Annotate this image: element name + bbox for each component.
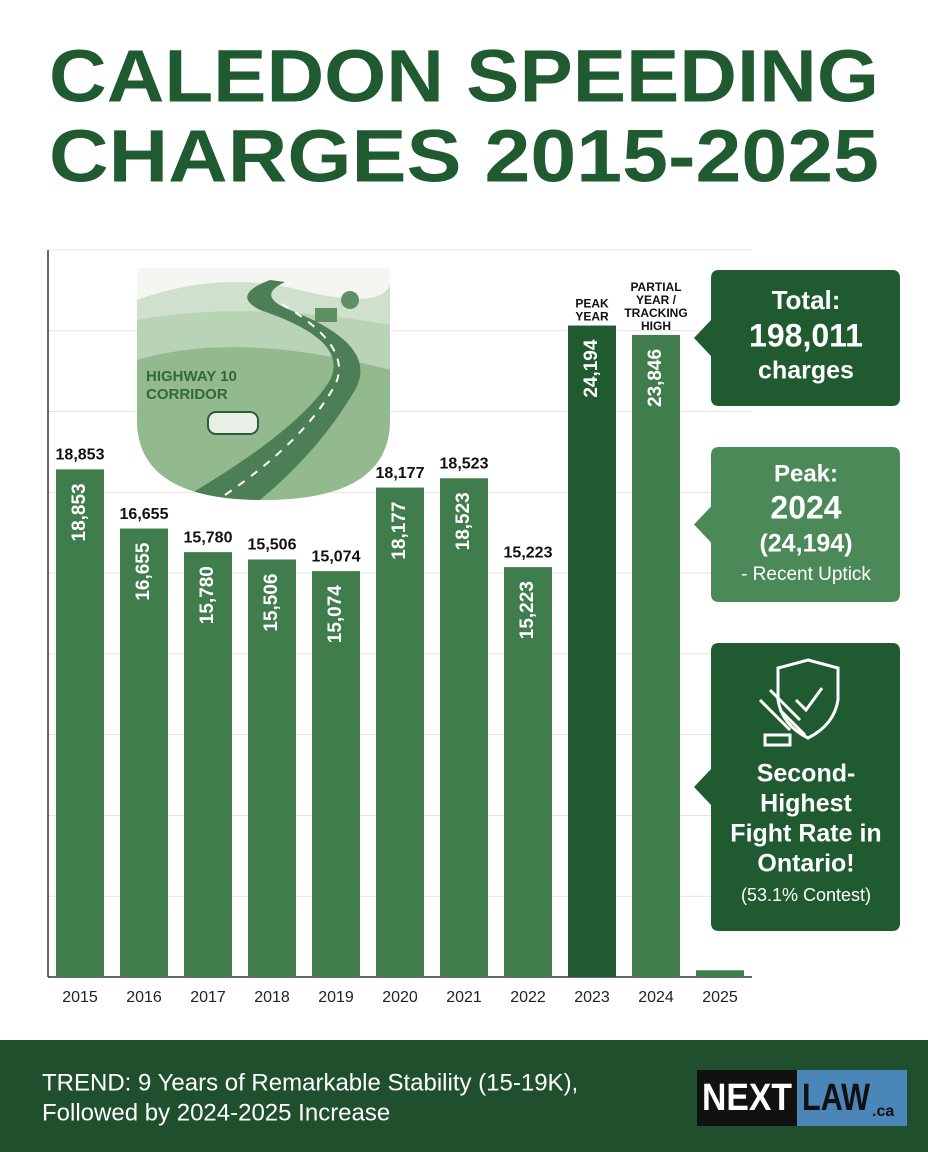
bar-value-label-inside: 15,223 <box>517 581 538 639</box>
x-tick-label: 2018 <box>254 989 290 1006</box>
callout-text: Total: <box>772 285 841 315</box>
bar-value-label-inside: 24,194 <box>581 339 602 398</box>
bar-annotation: YEAR / <box>636 293 677 307</box>
bar-value-label-inside: 16,655 <box>133 542 154 601</box>
bar <box>696 970 744 977</box>
bar-annotation: TRACKING <box>624 306 687 320</box>
bar <box>184 552 232 977</box>
callout-text: Peak: <box>774 460 838 487</box>
bar-value-label: 18,177 <box>376 465 425 482</box>
logo-text: LAW <box>802 1077 870 1119</box>
bar-annotation: YEAR <box>575 310 609 324</box>
bar <box>312 571 360 977</box>
bar <box>56 469 104 977</box>
bar-annotation: HIGH <box>641 319 671 333</box>
x-tick-label: 2019 <box>318 989 354 1006</box>
x-tick-label: 2017 <box>190 989 226 1006</box>
x-tick-label: 2024 <box>638 989 674 1006</box>
chart-title: CHARGES 2015-2025 <box>49 115 879 198</box>
bar <box>376 487 424 977</box>
logo-text: NEXT <box>702 1077 792 1119</box>
x-tick-label: 2025 <box>702 989 738 1006</box>
callout-text: Highest <box>760 790 852 818</box>
bar <box>440 478 488 977</box>
bar-value-label-inside: 18,177 <box>389 502 410 560</box>
callout-box <box>694 447 900 602</box>
footer-text: Followed by 2024-2025 Increase <box>42 1099 390 1126</box>
callout-text: charges <box>758 357 854 385</box>
footer-text: TREND: 9 Years of Remarkable Stability (… <box>42 1069 578 1096</box>
callout-text: (53.1% Contest) <box>741 885 871 905</box>
bar-value-label-inside: 15,074 <box>325 585 346 644</box>
bar <box>120 528 168 977</box>
bar <box>248 559 296 977</box>
logo-law-box <box>797 1070 907 1126</box>
x-tick-label: 2022 <box>510 989 546 1006</box>
callout-box <box>694 270 900 406</box>
callout-text: 198,011 <box>749 317 863 353</box>
gavel-shield-icon <box>758 658 840 747</box>
bar-value-label-inside: 18,853 <box>69 483 90 541</box>
bar-value-label-inside: 15,780 <box>197 566 218 624</box>
callout-text: (24,194) <box>759 530 852 558</box>
x-tick-label: 2016 <box>126 989 162 1006</box>
bar-value-label: 15,780 <box>184 529 233 546</box>
bar-value-label: 15,506 <box>248 537 297 554</box>
bar-annotation: PEAK <box>575 297 609 311</box>
bar-value-label: 16,655 <box>120 506 169 523</box>
bar-value-label: 18,523 <box>440 455 489 472</box>
x-tick-label: 2021 <box>446 989 482 1006</box>
x-tick-label: 2023 <box>574 989 610 1006</box>
callout-text: Ontario! <box>757 850 854 878</box>
bar-value-label: 15,223 <box>504 544 553 561</box>
x-tick-label: 2020 <box>382 989 418 1006</box>
highway-illustration <box>137 268 390 500</box>
callout-box <box>694 643 900 931</box>
logo-next-box <box>697 1070 797 1126</box>
bar <box>568 325 616 977</box>
bar-value-label-inside: 15,506 <box>261 573 282 631</box>
illustration-label: HIGHWAY 10 <box>146 368 237 385</box>
bar-value-label: 15,074 <box>312 548 361 565</box>
bar-value-label: 18,853 <box>56 447 105 464</box>
callout-text: Second- <box>757 760 856 788</box>
bar-value-label-inside: 23,846 <box>645 349 666 407</box>
logo-text: .ca <box>872 1103 894 1120</box>
bar <box>632 334 680 977</box>
bar-annotation: PARTIAL <box>630 280 681 294</box>
illustration-label: CORRIDOR <box>146 386 228 403</box>
chart-title: CALEDON SPEEDING <box>49 35 879 118</box>
bar <box>504 567 552 977</box>
x-tick-label: 2015 <box>62 989 98 1006</box>
callout-text: Fight Rate in <box>730 820 881 848</box>
callout-text: 2024 <box>770 489 841 525</box>
callout-text: - Recent Uptick <box>741 564 871 585</box>
bar-value-label-inside: 18,523 <box>453 492 474 550</box>
